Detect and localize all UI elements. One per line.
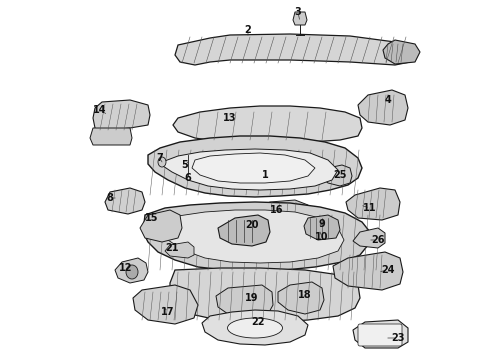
Polygon shape	[278, 282, 324, 314]
Text: 24: 24	[381, 265, 395, 275]
Polygon shape	[353, 320, 408, 348]
Text: 26: 26	[371, 235, 385, 245]
Polygon shape	[304, 215, 340, 240]
Ellipse shape	[227, 318, 283, 338]
Ellipse shape	[126, 265, 138, 279]
Polygon shape	[192, 153, 315, 183]
Polygon shape	[162, 149, 338, 190]
Polygon shape	[293, 12, 307, 25]
Polygon shape	[258, 200, 310, 225]
Polygon shape	[353, 228, 385, 248]
Polygon shape	[173, 106, 362, 143]
Polygon shape	[216, 285, 273, 317]
Text: 3: 3	[294, 7, 301, 17]
Text: 2: 2	[245, 25, 251, 35]
Polygon shape	[218, 215, 270, 246]
Polygon shape	[358, 90, 408, 125]
Text: 5: 5	[182, 160, 188, 170]
Text: 12: 12	[119, 263, 133, 273]
Text: 9: 9	[318, 219, 325, 229]
Text: 19: 19	[245, 293, 259, 303]
Polygon shape	[383, 40, 420, 64]
Text: 10: 10	[315, 232, 329, 242]
Text: 16: 16	[270, 205, 284, 215]
Text: 11: 11	[363, 203, 377, 213]
Polygon shape	[322, 165, 352, 186]
Polygon shape	[133, 285, 198, 324]
Polygon shape	[90, 128, 132, 145]
Text: 18: 18	[298, 290, 312, 300]
Polygon shape	[165, 242, 194, 258]
Text: 4: 4	[385, 95, 392, 105]
Ellipse shape	[158, 157, 166, 167]
Text: 20: 20	[245, 220, 259, 230]
Text: 6: 6	[185, 173, 192, 183]
Polygon shape	[105, 188, 145, 214]
Polygon shape	[93, 100, 150, 135]
Polygon shape	[115, 258, 148, 283]
Polygon shape	[143, 202, 370, 271]
Polygon shape	[346, 188, 400, 220]
Text: 14: 14	[93, 105, 107, 115]
Polygon shape	[202, 310, 308, 345]
Polygon shape	[175, 34, 415, 65]
Text: 15: 15	[145, 213, 159, 223]
Text: 8: 8	[106, 193, 114, 203]
Text: 25: 25	[333, 170, 347, 180]
Text: 17: 17	[161, 307, 175, 317]
Polygon shape	[148, 136, 362, 197]
Polygon shape	[158, 210, 344, 263]
Polygon shape	[140, 210, 182, 242]
Polygon shape	[170, 268, 360, 322]
Text: 1: 1	[262, 170, 269, 180]
Text: 23: 23	[391, 333, 405, 343]
Text: 21: 21	[165, 243, 179, 253]
Text: 13: 13	[223, 113, 237, 123]
Polygon shape	[333, 252, 403, 290]
Text: 7: 7	[157, 153, 163, 163]
FancyBboxPatch shape	[358, 324, 402, 346]
Text: 22: 22	[251, 317, 265, 327]
